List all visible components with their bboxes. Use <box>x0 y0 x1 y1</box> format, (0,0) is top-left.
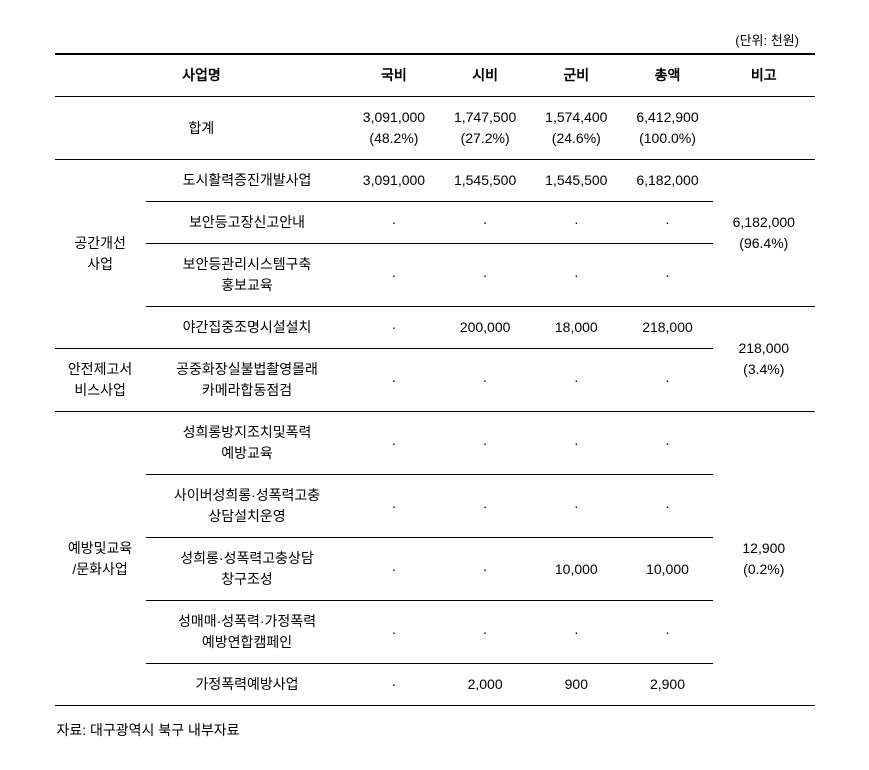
value-cell: · <box>440 601 531 664</box>
value-cell: · <box>531 475 622 538</box>
col-total: 총액 <box>622 54 713 97</box>
value-cell: 900 <box>531 664 622 706</box>
value-cell: · <box>622 349 713 412</box>
value-cell: · <box>348 601 439 664</box>
col-county: 군비 <box>531 54 622 97</box>
col-national: 국비 <box>348 54 439 97</box>
table-row: 보안등고장신고안내 · · · · <box>55 202 815 244</box>
value-cell: 218,000 <box>622 307 713 349</box>
value-cell: · <box>531 601 622 664</box>
sum-national: 3,091,000 (48.2%) <box>348 97 439 160</box>
value-cell: · <box>622 475 713 538</box>
table-row: 합계 3,091,000 (48.2%) 1,747,500 (27.2%) 1… <box>55 97 815 160</box>
project-cell: 도시활력증진개발사업 <box>146 160 349 202</box>
category-cell: 예방및교육 /문화사업 <box>55 412 146 706</box>
value-cell: · <box>348 202 439 244</box>
sum-city: 1,747,500 (27.2%) <box>440 97 531 160</box>
category-cell: 공간개선 사업 <box>55 160 146 349</box>
value-cell: · <box>348 475 439 538</box>
col-city: 시비 <box>440 54 531 97</box>
project-cell: 사이버성희롱·성폭력고충 상담설치운영 <box>146 475 349 538</box>
value-cell: · <box>348 538 439 601</box>
value-cell: 200,000 <box>440 307 531 349</box>
value-cell: · <box>440 202 531 244</box>
sum-note <box>713 97 814 160</box>
value-cell: 2,000 <box>440 664 531 706</box>
value-cell: 3,091,000 <box>348 160 439 202</box>
project-cell: 보안등관리시스템구축 홍보교육 <box>146 244 349 307</box>
col-project: 사업명 <box>55 54 349 97</box>
value-cell: 10,000 <box>622 538 713 601</box>
note-cell: 12,900 (0.2%) <box>713 412 814 706</box>
value-cell: · <box>440 349 531 412</box>
value-cell: · <box>622 412 713 475</box>
sum-label: 합계 <box>55 97 349 160</box>
value-cell: 1,545,500 <box>531 160 622 202</box>
table-row: 성희롱·성폭력고충상담 창구조성 · · 10,000 10,000 <box>55 538 815 601</box>
value-cell: · <box>348 307 439 349</box>
value-cell: 6,182,000 <box>622 160 713 202</box>
project-cell: 성매매·성폭력·가정폭력 예방연합캠페인 <box>146 601 349 664</box>
value-cell: · <box>348 244 439 307</box>
value-cell: · <box>440 244 531 307</box>
unit-label: (단위: 천원) <box>30 30 799 49</box>
project-cell: 공중화장실불법촬영몰래 카메라합동점검 <box>146 349 349 412</box>
budget-table: 사업명 국비 시비 군비 총액 비고 합계 3,091,000 (48.2%) … <box>55 53 815 706</box>
project-cell: 가정폭력예방사업 <box>146 664 349 706</box>
value-cell: 2,900 <box>622 664 713 706</box>
value-cell: · <box>531 412 622 475</box>
value-cell: · <box>622 244 713 307</box>
source-text: 자료: 대구광역시 북구 내부자료 <box>53 720 817 740</box>
value-cell: · <box>622 601 713 664</box>
value-cell: 18,000 <box>531 307 622 349</box>
project-cell: 야간집중조명시설설치 <box>146 307 349 349</box>
value-cell: · <box>440 538 531 601</box>
project-cell: 성희롱·성폭력고충상담 창구조성 <box>146 538 349 601</box>
value-cell: 10,000 <box>531 538 622 601</box>
table-row: 공간개선 사업 도시활력증진개발사업 3,091,000 1,545,500 1… <box>55 160 815 202</box>
table-row: 보안등관리시스템구축 홍보교육 · · · · <box>55 244 815 307</box>
value-cell: · <box>531 349 622 412</box>
value-cell: 1,545,500 <box>440 160 531 202</box>
table-row: 예방및교육 /문화사업 성희롱방지조치및폭력 예방교육 · · · · 12,9… <box>55 412 815 475</box>
col-note: 비고 <box>713 54 814 97</box>
value-cell: · <box>531 244 622 307</box>
value-cell: · <box>348 664 439 706</box>
value-cell: · <box>348 349 439 412</box>
value-cell: · <box>622 202 713 244</box>
value-cell: · <box>440 475 531 538</box>
table-header-row: 사업명 국비 시비 군비 총액 비고 <box>55 54 815 97</box>
project-cell: 성희롱방지조치및폭력 예방교육 <box>146 412 349 475</box>
project-cell: 보안등고장신고안내 <box>146 202 349 244</box>
table-row: 야간집중조명시설설치 · 200,000 18,000 218,000 218,… <box>55 307 815 349</box>
sum-total: 6,412,900 (100.0%) <box>622 97 713 160</box>
sum-county: 1,574,400 (24.6%) <box>531 97 622 160</box>
category-cell: 안전제고서 비스사업 <box>55 349 146 412</box>
value-cell: · <box>531 202 622 244</box>
value-cell: · <box>440 412 531 475</box>
table-row: 안전제고서 비스사업 공중화장실불법촬영몰래 카메라합동점검 · · · · <box>55 349 815 412</box>
table-row: 가정폭력예방사업 · 2,000 900 2,900 <box>55 664 815 706</box>
table-row: 성매매·성폭력·가정폭력 예방연합캠페인 · · · · <box>55 601 815 664</box>
note-cell: 6,182,000 (96.4%) <box>713 160 814 307</box>
table-row: 사이버성희롱·성폭력고충 상담설치운영 · · · · <box>55 475 815 538</box>
value-cell: · <box>348 412 439 475</box>
note-cell: 218,000 (3.4%) <box>713 307 814 412</box>
